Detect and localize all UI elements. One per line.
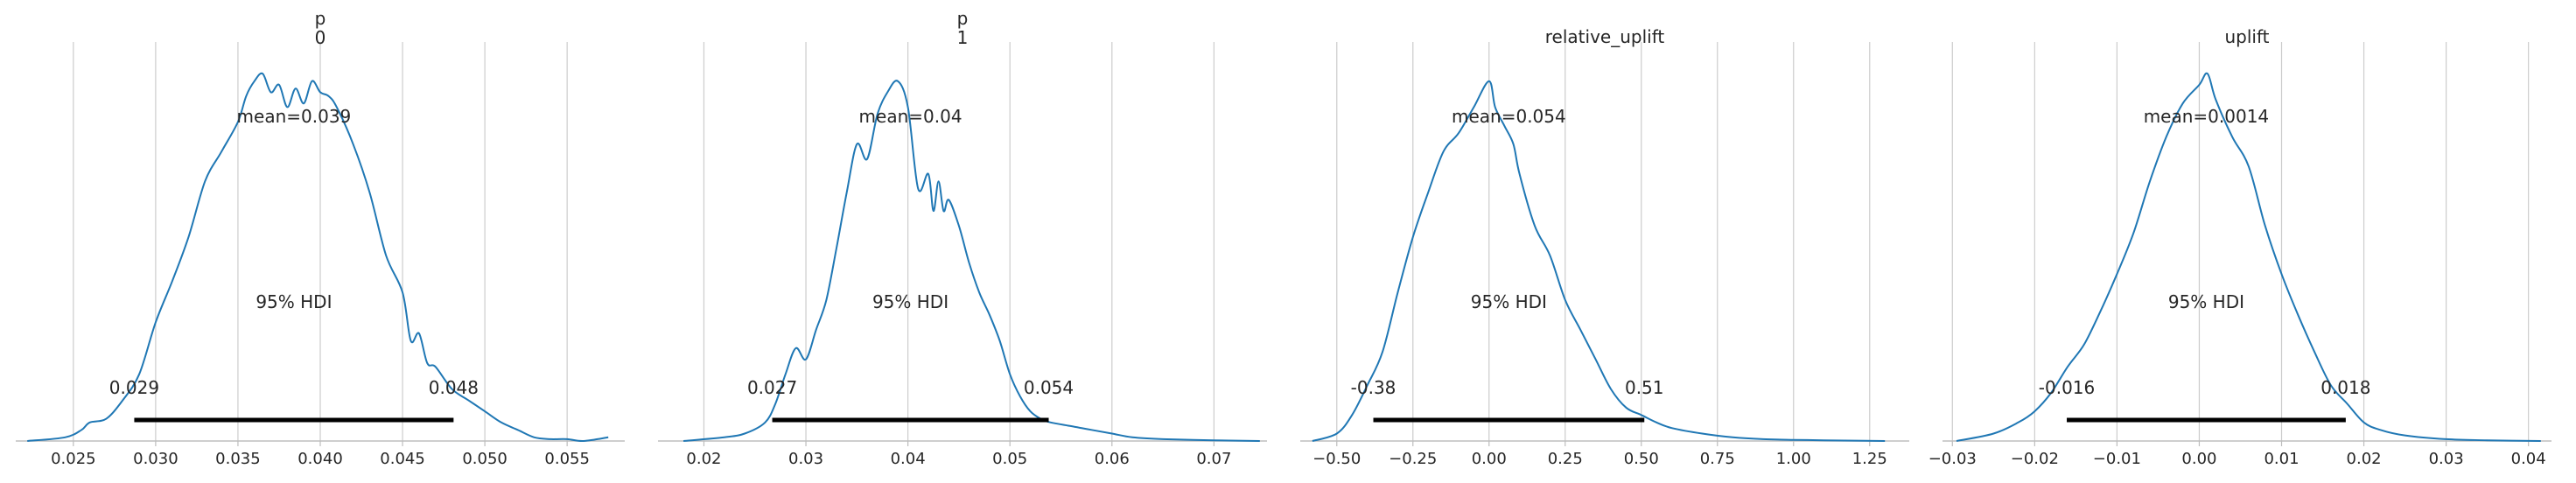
x-tick-label: 0.03 xyxy=(2429,450,2464,468)
hdi-low-label: 0.029 xyxy=(109,377,159,398)
panel-title: p xyxy=(315,8,326,29)
hdi-low-label: 0.027 xyxy=(747,377,797,398)
x-tick-label: 0.07 xyxy=(1196,450,1231,468)
x-tick-label: 0.50 xyxy=(1624,450,1659,468)
panel-title: 1 xyxy=(957,27,969,48)
mean-label: mean=0.0014 xyxy=(2144,106,2269,127)
x-tick-label: −0.25 xyxy=(1389,450,1437,468)
x-tick-label: 0.04 xyxy=(891,450,926,468)
x-tick-label: −0.03 xyxy=(1928,450,1977,468)
hdi-label: 95% HDI xyxy=(872,291,948,312)
density-curve xyxy=(1956,72,2541,442)
x-tick-label: 1.00 xyxy=(1776,450,1811,468)
panel-2: 0.02 0.03 0.04 0.05 0.06 0.07 p1 mean=0.04 95% H… xyxy=(658,8,1267,468)
panel-4: −0.03 −0.02 −0.01 0.00 0.01 0.02 0.03 0.04 uplif… xyxy=(1928,26,2552,468)
panel-title: 0 xyxy=(315,27,326,48)
hdi-label: 95% HDI xyxy=(2168,291,2244,312)
hdi-label: 95% HDI xyxy=(256,291,332,312)
x-tick-label: −0.50 xyxy=(1312,450,1361,468)
panel-title: p xyxy=(957,8,969,29)
x-tick-label: 0.25 xyxy=(1548,450,1583,468)
density-curve xyxy=(683,80,1260,442)
x-tick-label: 0.055 xyxy=(544,450,590,468)
x-tick-label: −0.01 xyxy=(2093,450,2141,468)
mean-label: mean=0.039 xyxy=(237,106,352,127)
hdi-high-label: 0.51 xyxy=(1625,377,1664,398)
x-tick-label: 0.00 xyxy=(1472,450,1507,468)
x-tick-label: 0.035 xyxy=(215,450,261,468)
hdi-high-label: 0.054 xyxy=(1024,377,1074,398)
panel-title: relative_uplift xyxy=(1545,26,1665,47)
panel-3: −0.50 −0.25 0.00 0.25 0.50 0.75 1.00 1.25 relati… xyxy=(1300,26,1909,468)
hdi-low-label: -0.38 xyxy=(1351,377,1396,398)
panel-title: uplift xyxy=(2224,26,2269,47)
x-tick-label: 0.01 xyxy=(2264,450,2299,468)
x-tick-label: 0.030 xyxy=(133,450,178,468)
x-tick-label: 0.045 xyxy=(380,450,425,468)
x-tick-label: 1.25 xyxy=(1852,450,1887,468)
mean-label: mean=0.04 xyxy=(859,106,962,127)
density-curve xyxy=(1312,80,1886,442)
mean-label: mean=0.054 xyxy=(1452,106,1566,127)
x-tick-label: 0.06 xyxy=(1095,450,1130,468)
density-curve xyxy=(27,72,609,443)
hdi-high-label: 0.018 xyxy=(2320,377,2370,398)
x-tick-label: 0.02 xyxy=(2347,450,2382,468)
x-tick-label: 0.04 xyxy=(2511,450,2546,468)
hdi-low-label: -0.016 xyxy=(2039,377,2095,398)
x-tick-label: 0.03 xyxy=(788,450,823,468)
x-tick-label: −0.02 xyxy=(2011,450,2059,468)
x-tick-label: 0.02 xyxy=(686,450,721,468)
hdi-label: 95% HDI xyxy=(1471,291,1547,312)
hdi-high-label: 0.048 xyxy=(429,377,479,398)
x-tick-label: 0.040 xyxy=(298,450,343,468)
panel-1: 0.025 0.030 0.035 0.040 0.045 0.050 0.055 p0 mea… xyxy=(16,8,625,468)
x-tick-label: 0.05 xyxy=(992,450,1027,468)
x-tick-label: 0.050 xyxy=(462,450,508,468)
x-tick-label: 0.025 xyxy=(51,450,96,468)
x-tick-label: 0.75 xyxy=(1700,450,1735,468)
x-tick-label: 0.00 xyxy=(2181,450,2216,468)
